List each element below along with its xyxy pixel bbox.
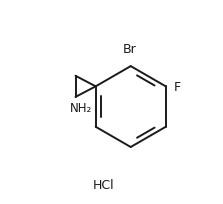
Text: F: F [173, 80, 181, 93]
Text: HCl: HCl [93, 178, 114, 191]
Text: NH₂: NH₂ [69, 102, 92, 115]
Text: Br: Br [123, 43, 136, 56]
